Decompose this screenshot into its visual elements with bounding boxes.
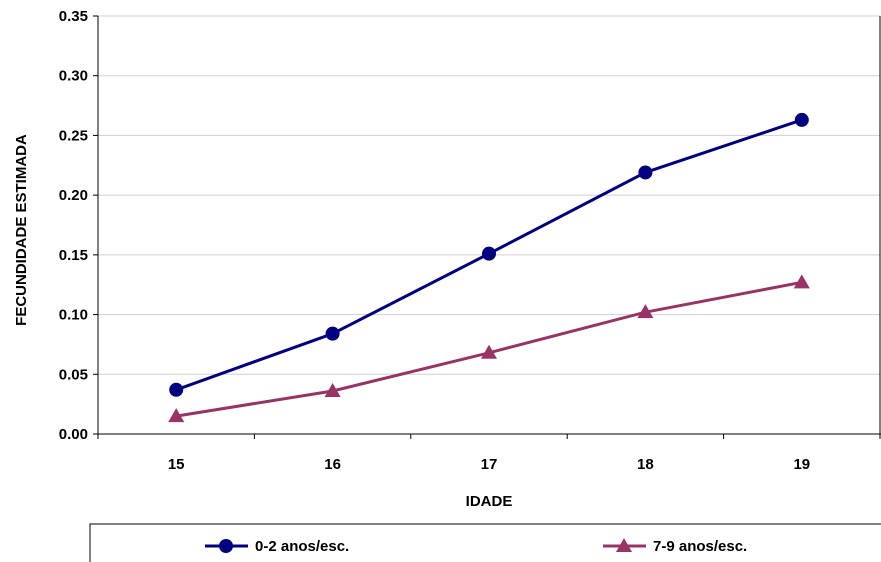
data-point [325,326,340,341]
series-group [168,112,810,423]
data-point [324,383,341,398]
y-axis-title: FECUNDIDADE ESTIMADA [13,134,30,326]
y-tick-label: 0.15 [59,247,88,264]
y-tick-label: 0.25 [59,127,88,144]
x-tick-label: 17 [481,456,498,473]
gridlines [98,15,880,375]
data-point [169,382,184,397]
x-tick-label: 15 [168,456,185,473]
y-tick-label: 0.00 [59,426,88,443]
x-tick-label: 16 [324,456,341,473]
data-point [794,112,809,127]
x-tick-label: 19 [793,456,810,473]
y-tick-label: 0.05 [59,366,88,383]
legend-label: 7-9 anos/esc. [653,538,747,555]
y-tick-label: 0.20 [59,187,88,204]
x-tick-label: 18 [637,456,654,473]
data-point [168,408,185,423]
data-point [638,165,653,180]
data-point [637,304,654,319]
y-tick-label: 0.30 [59,68,88,85]
x-axis-title: IDADE [466,493,513,510]
data-point [481,344,497,359]
legend-label: 0-2 anos/esc. [255,538,349,555]
y-tick-label: 0.10 [59,307,88,324]
legend-marker [616,538,632,552]
legend: 0-2 anos/esc. 7-9 anos/esc. [89,523,881,562]
x-axis-ticks: 15 16 17 18 19 [97,434,881,473]
legend-frame [89,523,881,562]
y-tick-label: 0.35 [59,8,88,25]
data-point [793,274,810,289]
legend-marker [219,539,233,553]
y-axis-ticks: 0.00 0.05 0.10 0.15 0.20 0.25 0.30 0.35 [59,8,98,443]
data-point [482,246,496,261]
